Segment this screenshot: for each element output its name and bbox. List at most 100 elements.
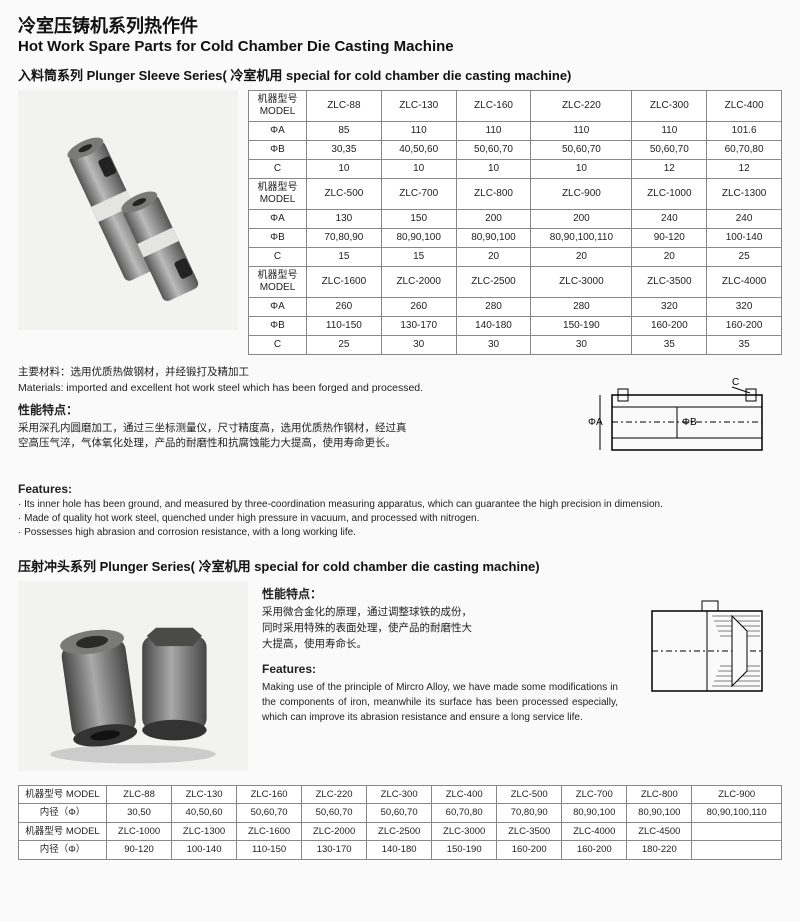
cell: 260: [381, 298, 456, 317]
cell: 35: [632, 336, 707, 355]
cell: 160-200: [562, 841, 627, 859]
cell: 100-140: [707, 229, 782, 248]
cell: 130-170: [302, 841, 367, 859]
cell: 15: [307, 248, 382, 267]
cell: ZLC-130: [381, 91, 456, 122]
cell: ZLC-2500: [367, 822, 432, 840]
cell: 110: [456, 122, 531, 141]
cell: 160-200: [707, 317, 782, 336]
row-header: C: [249, 336, 307, 355]
cell: 260: [307, 298, 382, 317]
cell: 240: [707, 210, 782, 229]
cell: 90-120: [107, 841, 172, 859]
cell: ZLC-400: [432, 786, 497, 804]
cell: 50,60,70: [531, 141, 632, 160]
cell: 70,80,90: [497, 804, 562, 822]
cell: 80,90,100: [562, 804, 627, 822]
cell: 180-220: [627, 841, 692, 859]
cell: 12: [632, 160, 707, 179]
cell: ZLC-1300: [707, 179, 782, 210]
cell: 110-150: [237, 841, 302, 859]
cell: ZLC-220: [302, 786, 367, 804]
cell: 50,60,70: [632, 141, 707, 160]
cell: 280: [456, 298, 531, 317]
cell: 10: [381, 160, 456, 179]
cell: 80,90,100,110: [531, 229, 632, 248]
cell: 25: [307, 336, 382, 355]
cell: 200: [531, 210, 632, 229]
cell: [692, 841, 782, 859]
cell: ZLC-4000: [562, 822, 627, 840]
cell: ZLC-1300: [172, 822, 237, 840]
cell: 30: [456, 336, 531, 355]
cell: 140-180: [456, 317, 531, 336]
cell: ZLC-4000: [707, 267, 782, 298]
cell: ZLC-2000: [381, 267, 456, 298]
row-header: ΦA: [249, 210, 307, 229]
title-cn: 冷室压铸机系列热作件: [18, 12, 782, 38]
cell: 110: [632, 122, 707, 141]
cell: 60,70,80: [707, 141, 782, 160]
cell: ZLC-1000: [107, 822, 172, 840]
features-label-en-1: Features:: [18, 482, 782, 496]
cell: 70,80,90: [307, 229, 382, 248]
cell: ZLC-88: [307, 91, 382, 122]
sleeve-diagram: C ΦA ΦB: [582, 365, 782, 478]
cell: ZLC-3500: [497, 822, 562, 840]
row-header: 机器型号 MODEL: [249, 179, 307, 210]
row-header: 机器型号 MODEL: [249, 91, 307, 122]
cell: 50,60,70: [237, 804, 302, 822]
cell: 90-120: [632, 229, 707, 248]
row-header: ΦA: [249, 122, 307, 141]
svg-text:C: C: [732, 377, 739, 388]
cell: 80,90,100: [627, 804, 692, 822]
cell: 280: [531, 298, 632, 317]
cell: 60,70,80: [432, 804, 497, 822]
cell: 85: [307, 122, 382, 141]
cell: 110-150: [307, 317, 382, 336]
cell: ZLC-4500: [627, 822, 692, 840]
cell: ZLC-88: [107, 786, 172, 804]
cell: 50,60,70: [302, 804, 367, 822]
cell: 200: [456, 210, 531, 229]
cell: 30: [531, 336, 632, 355]
features2-cn: 采用微合金化的原理，通过调整球铁的成份， 同时采用特殊的表面处理，使产品的耐磨性…: [262, 605, 618, 652]
row-header: 机器型号 MODEL: [249, 267, 307, 298]
cell: 150-190: [432, 841, 497, 859]
sleeve-spec-table: 机器型号 MODELZLC-88ZLC-130ZLC-160ZLC-220ZLC…: [248, 90, 782, 355]
cell: ZLC-1000: [632, 179, 707, 210]
cell: ZLC-2500: [456, 267, 531, 298]
cell: ZLC-900: [531, 179, 632, 210]
cell: ZLC-300: [632, 91, 707, 122]
features2-en: Making use of the principle of Mircro Al…: [262, 680, 618, 725]
section1-title: 入料筒系列 Plunger Sleeve Series( 冷室机用 specia…: [18, 65, 782, 84]
cell: 160-200: [497, 841, 562, 859]
feature-line: · Its inner hole has been ground, and me…: [18, 498, 782, 512]
plunger-spec-table: 机器型号 MODELZLC-88ZLC-130ZLC-160ZLC-220ZLC…: [18, 785, 782, 860]
cell: ZLC-3500: [632, 267, 707, 298]
svg-text:ΦA: ΦA: [588, 417, 603, 428]
cell: 150: [381, 210, 456, 229]
plunger-photo: [18, 581, 248, 771]
row-header: C: [249, 160, 307, 179]
cell: [692, 822, 782, 840]
cell: 80,90,100,110: [692, 804, 782, 822]
cell: 101.6: [707, 122, 782, 141]
feature-line: · Made of quality hot work steel, quench…: [18, 512, 782, 526]
cell: ZLC-160: [456, 91, 531, 122]
cell: ZLC-1600: [307, 267, 382, 298]
cell: ZLC-700: [381, 179, 456, 210]
cell: 20: [456, 248, 531, 267]
cell: 10: [307, 160, 382, 179]
cell: 20: [531, 248, 632, 267]
row-header: 内径（Φ）: [19, 841, 107, 859]
cell: 150-190: [531, 317, 632, 336]
cell: 10: [531, 160, 632, 179]
cell: 100-140: [172, 841, 237, 859]
cell: 20: [632, 248, 707, 267]
cell: ZLC-3000: [531, 267, 632, 298]
cell: ZLC-220: [531, 91, 632, 122]
cell: 320: [632, 298, 707, 317]
features2-label-cn: 性能特点：: [262, 585, 618, 603]
row-header: 机器型号 MODEL: [19, 786, 107, 804]
